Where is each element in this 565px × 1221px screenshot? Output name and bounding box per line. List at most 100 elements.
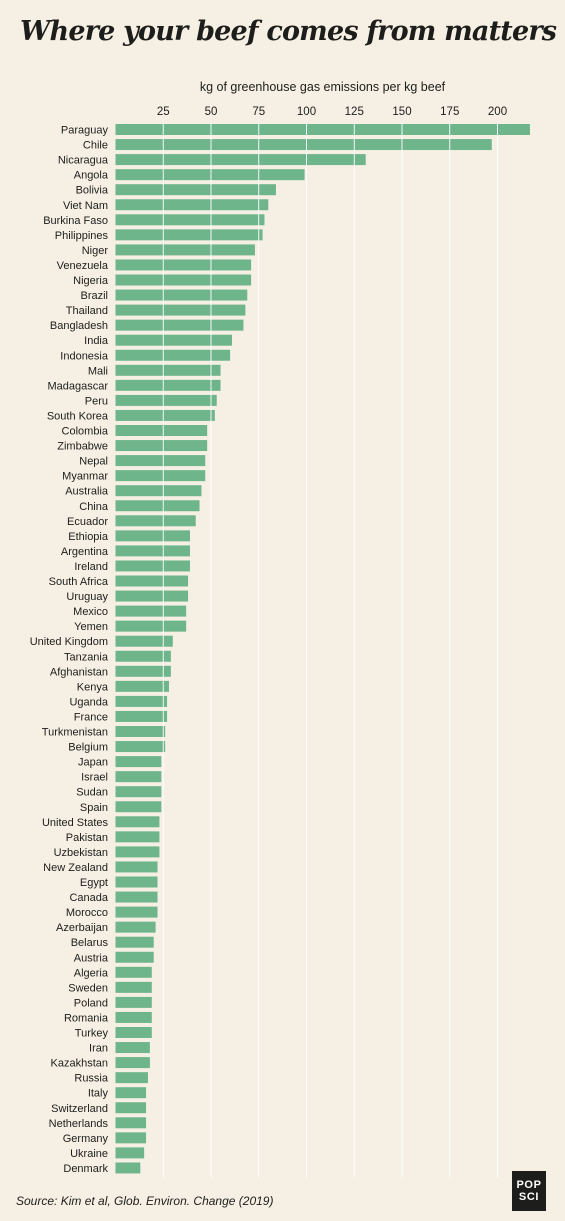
- bar-15: [115, 349, 231, 361]
- category-label-53: Azerbaijan: [56, 922, 108, 934]
- bar-25: [115, 500, 200, 512]
- bar-69: [115, 1162, 141, 1174]
- bar-0: [115, 124, 530, 135]
- bar-2: [115, 154, 366, 166]
- category-label-32: Mexico: [73, 606, 108, 618]
- bar-43: [115, 771, 162, 783]
- bar-68: [115, 1147, 145, 1159]
- category-label-24: Australia: [65, 486, 109, 498]
- category-label-8: Niger: [82, 245, 109, 257]
- tick-label-2: 75: [252, 106, 265, 118]
- bar-56: [115, 966, 152, 978]
- bar-32: [115, 605, 187, 617]
- bar-chart: Paraguay Chile Nicaragua Angola Bolivia Viet …: [30, 106, 530, 1178]
- category-label-44: Sudan: [76, 787, 108, 799]
- tick-label-0: 25: [157, 106, 170, 118]
- tick-label-1: 50: [205, 106, 218, 118]
- bar-21: [115, 440, 208, 452]
- category-label-3: Angola: [74, 170, 109, 182]
- category-label-47: Pakistan: [66, 832, 108, 844]
- category-label-10: Nigeria: [73, 275, 109, 287]
- category-label-5: Viet Nam: [63, 200, 108, 212]
- category-label-69: Denmark: [63, 1163, 108, 1175]
- bar-36: [115, 665, 171, 677]
- category-label-39: France: [74, 711, 108, 723]
- category-label-19: South Korea: [47, 410, 109, 422]
- category-label-16: Mali: [88, 365, 108, 377]
- bar-24: [115, 485, 202, 497]
- category-label-61: Iran: [89, 1043, 108, 1055]
- category-label-50: Egypt: [80, 877, 108, 889]
- category-label-57: Sweden: [68, 982, 108, 994]
- bar-9: [115, 259, 252, 271]
- bar-20: [115, 425, 208, 436]
- category-label-67: Germany: [63, 1133, 109, 1145]
- bar-22: [115, 455, 206, 467]
- bar-23: [115, 470, 206, 482]
- category-label-37: Kenya: [77, 681, 109, 693]
- bar-53: [115, 921, 156, 933]
- bar-7: [115, 229, 263, 241]
- category-label-13: Bangladesh: [50, 320, 108, 332]
- bar-60: [115, 1027, 152, 1038]
- bar-66: [115, 1117, 147, 1129]
- bar-52: [115, 906, 158, 918]
- bar-34: [115, 635, 173, 647]
- bar-33: [115, 620, 187, 632]
- category-label-31: Uruguay: [66, 591, 108, 603]
- bar-16: [115, 364, 221, 376]
- category-label-43: Israel: [81, 772, 108, 784]
- bar-5: [115, 199, 269, 211]
- bar-40: [115, 726, 166, 737]
- category-label-42: Japan: [78, 757, 108, 769]
- category-label-65: Switzerland: [51, 1103, 108, 1115]
- bar-1: [115, 139, 492, 151]
- popsci-logo: POP SCI: [512, 1171, 546, 1211]
- x-axis-label: kg of greenhouse gas emissions per kg be…: [199, 80, 446, 94]
- tick-label-5: 150: [392, 106, 411, 118]
- tick-label-3: 100: [297, 106, 316, 118]
- bar-44: [115, 786, 162, 798]
- tick-label-6: 175: [440, 106, 459, 118]
- category-label-68: Ukraine: [70, 1148, 108, 1160]
- category-label-12: Thailand: [66, 305, 108, 317]
- bar-8: [115, 244, 255, 256]
- bar-62: [115, 1057, 150, 1069]
- bar-41: [115, 741, 166, 753]
- bar-45: [115, 801, 162, 813]
- category-label-28: Argentina: [61, 546, 109, 558]
- bar-13: [115, 319, 244, 331]
- logo-line-1: POP: [516, 1179, 542, 1191]
- category-label-62: Kazakhstan: [51, 1058, 108, 1070]
- bar-3: [115, 169, 305, 181]
- category-label-20: Colombia: [62, 426, 109, 438]
- bar-65: [115, 1102, 147, 1114]
- category-label-6: Burkina Faso: [43, 215, 108, 227]
- category-label-29: Ireland: [74, 561, 108, 573]
- category-label-9: Venezuela: [57, 260, 109, 272]
- bar-10: [115, 274, 252, 286]
- bar-42: [115, 756, 162, 768]
- category-label-1: Chile: [83, 140, 108, 152]
- category-label-40: Turkmenistan: [42, 727, 108, 739]
- bar-57: [115, 981, 152, 993]
- tick-label-4: 125: [345, 106, 364, 118]
- logo-line-2: SCI: [518, 1191, 540, 1203]
- bar-19: [115, 409, 215, 421]
- bar-4: [115, 184, 276, 196]
- category-label-11: Brazil: [80, 290, 108, 302]
- bar-63: [115, 1072, 148, 1084]
- category-label-7: Philippines: [55, 230, 109, 242]
- category-label-2: Nicaragua: [58, 155, 109, 167]
- category-label-15: Indonesia: [60, 350, 109, 362]
- category-label-4: Bolivia: [76, 185, 109, 197]
- category-label-36: Afghanistan: [50, 666, 108, 678]
- category-label-33: Yemen: [74, 621, 108, 633]
- bar-18: [115, 394, 217, 406]
- bar-11: [115, 289, 248, 301]
- category-label-21: Zimbabwe: [57, 441, 108, 453]
- bar-48: [115, 846, 160, 858]
- category-label-55: Austria: [74, 952, 109, 964]
- category-label-54: Belarus: [71, 937, 109, 949]
- bar-28: [115, 545, 190, 557]
